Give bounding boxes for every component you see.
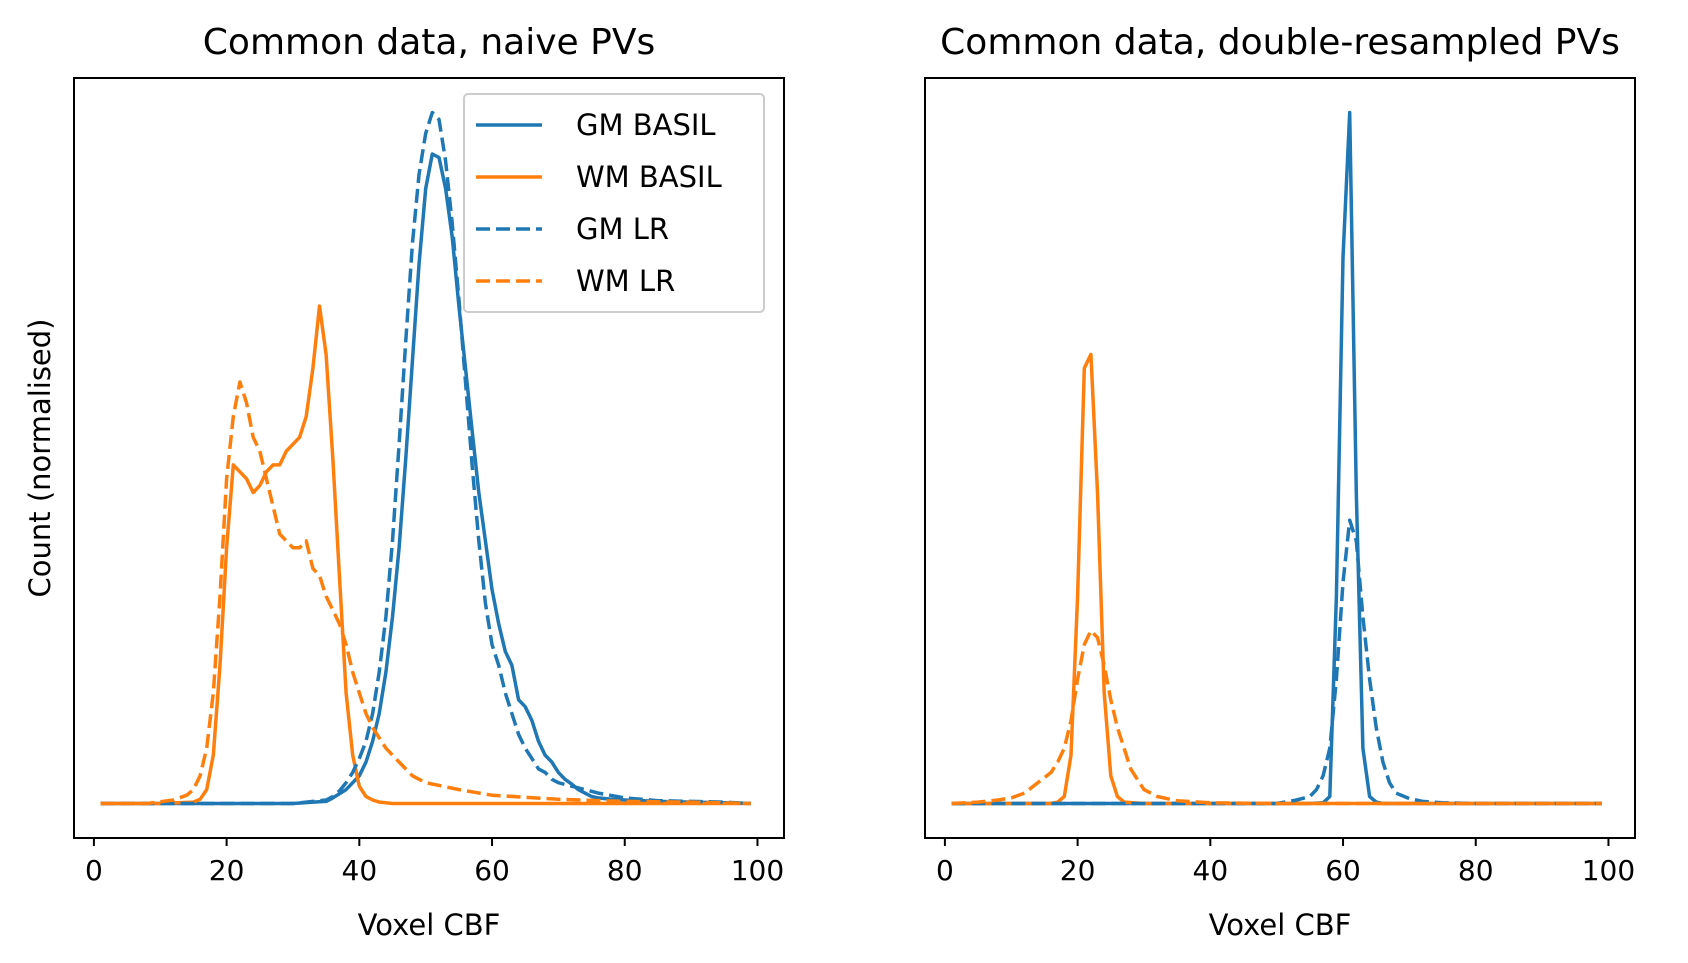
series-line-gm-basil [100, 152, 751, 806]
chart-double-resampled-pvs: Common data, double-resampled PVs Voxel … [924, 22, 1636, 942]
x-tick-label: 80 [1458, 854, 1494, 887]
x-tick-label: 0 [85, 854, 103, 887]
x-tick-label: 80 [607, 854, 643, 887]
chart-naive-pvs: Common data, naive PVs Count (normalised… [23, 22, 785, 942]
legend-label: GM LR [576, 212, 669, 246]
plot-marks [100, 110, 751, 806]
series-line-gm-lr [100, 110, 751, 806]
legend-label: GM BASIL [576, 108, 716, 142]
x-tick-label: 60 [474, 854, 510, 887]
x-tick-label: 100 [1582, 854, 1635, 887]
series-line-curve-2 [951, 518, 1602, 806]
legend-label: WM BASIL [576, 160, 722, 194]
chart-title: Common data, naive PVs [203, 22, 655, 63]
axes-frame [73, 77, 785, 839]
series-line-curve-3 [951, 628, 1602, 806]
x-tick-label: 0 [936, 854, 954, 887]
x-axis-label: Voxel CBF [1209, 908, 1352, 942]
plot-marks [951, 110, 1602, 806]
x-tick-label: 20 [1060, 854, 1096, 887]
x-ticks: 0 20 40 60 80 100 [85, 838, 784, 887]
x-axis-label: Voxel CBF [358, 908, 501, 942]
series-line-wm-lr [100, 380, 751, 806]
x-tick-label: 40 [1193, 854, 1229, 887]
chart-title: Common data, double-resampled PVs [940, 22, 1620, 63]
x-ticks: 0 20 40 60 80 100 [936, 838, 1635, 887]
legend: GM BASIL WM BASIL GM LR WM LR [463, 93, 765, 313]
x-tick-label: 40 [342, 854, 378, 887]
axes-frame [924, 77, 1636, 839]
legend-box [463, 93, 765, 313]
series-line-wm-basil [100, 304, 751, 806]
legend-label: WM LR [576, 264, 675, 298]
x-tick-label: 20 [209, 854, 245, 887]
x-tick-label: 60 [1325, 854, 1361, 887]
x-tick-label: 100 [731, 854, 784, 887]
y-axis-label: Count (normalised) [23, 319, 57, 598]
